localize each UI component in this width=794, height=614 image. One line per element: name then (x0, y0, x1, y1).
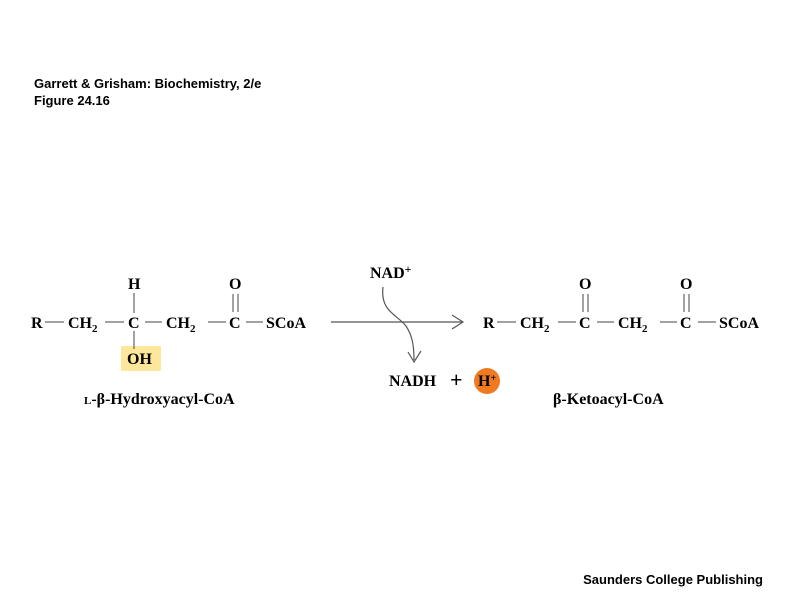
product-r-group-label: R (483, 315, 495, 332)
cofactor-arrowhead (407, 350, 422, 364)
reactant-name: L-β-Hydroxyacyl-CoA (84, 391, 235, 408)
coenzyme-a-label: SCoA (266, 315, 306, 332)
reactant-structure: R CH2 C H OH CH2 C O SCoA L-β-Hydroxyacy… (31, 276, 306, 408)
product-carbonyl-carbon-label: C (680, 315, 692, 332)
main-arrowhead (451, 314, 465, 330)
publisher-credit: Saunders College Publishing (583, 572, 763, 587)
carbonyl-carbon-label: C (229, 315, 241, 332)
plus-sign: + (450, 367, 463, 392)
carbonyl-oxygen-label: O (229, 276, 241, 293)
product-methylene-label-1: CH2 (520, 315, 550, 335)
nadh-label: NADH (389, 373, 437, 390)
keto-carbon-label: C (579, 315, 591, 332)
beta-carbon-label: C (128, 315, 140, 332)
cofactor-curved-arrow (382, 286, 415, 361)
product-carbonyl-oxygen-label: O (680, 276, 692, 293)
product-structure: R CH2 C O CH2 C O SCoA β-Ketoacyl-CoA (483, 276, 759, 408)
nad-label: NAD+ (370, 262, 412, 282)
reaction-arrow-group: NAD+ NADH + H+ (331, 262, 500, 394)
methylene-label-1: CH2 (68, 315, 98, 335)
proton-label: H+ (478, 373, 496, 390)
hydroxyl-label: OH (127, 351, 152, 368)
methylene-label-2: CH2 (166, 315, 196, 335)
r-group-label: R (31, 315, 43, 332)
proton-circle (474, 368, 500, 394)
keto-oxygen-label: O (579, 276, 591, 293)
hydrogen-label: H (128, 276, 141, 293)
figure-source-title: Garrett & Grisham: Biochemistry, 2/e (34, 76, 262, 91)
product-methylene-label-2: CH2 (618, 315, 648, 335)
figure-number: Figure 24.16 (34, 93, 110, 108)
hydroxyl-highlight (121, 346, 161, 371)
product-name: β-Ketoacyl-CoA (553, 391, 664, 408)
product-coenzyme-a-label: SCoA (719, 315, 759, 332)
